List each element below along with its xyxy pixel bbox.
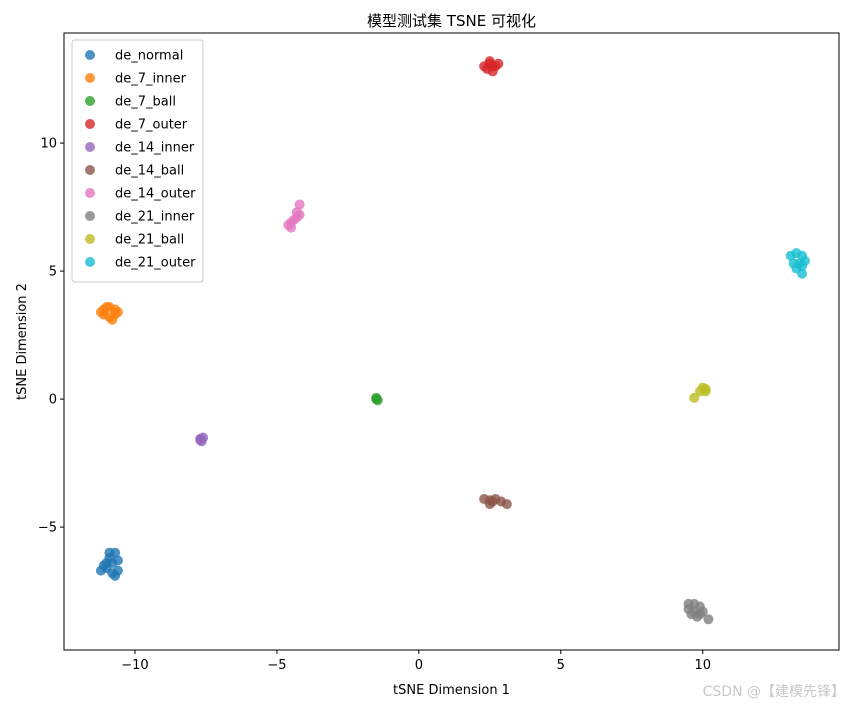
- x-axis-label: tSNE Dimension 1: [393, 683, 510, 698]
- x-tick-label: 10: [694, 658, 711, 673]
- legend-label-de-21-ball: de_21_ball: [115, 233, 184, 248]
- scatter-point-de-21-inner: [689, 606, 700, 617]
- scatter-point-de-14-ball: [487, 496, 498, 507]
- legend-label-de-14-inner: de_14_inner: [115, 141, 195, 156]
- y-tick-label: 10: [40, 137, 57, 152]
- legend-marker-de-7-ball: [85, 96, 95, 106]
- y-axis-ticks: −5 0 5 10: [38, 137, 64, 536]
- legend-marker-de-14-outer: [85, 188, 95, 198]
- scatter-point-de-21-ball: [700, 386, 711, 397]
- scatter-point-de-7-inner: [112, 307, 123, 318]
- scatter-points: [95, 56, 810, 625]
- scatter-point-de-7-inner: [107, 314, 118, 325]
- legend-label-de-21-outer: de_21_outer: [115, 256, 196, 271]
- scatter-point-de-7-outer: [487, 61, 498, 72]
- plot-area: [63, 32, 840, 651]
- legend-marker-de-14-inner: [85, 142, 95, 152]
- x-tick-label: 5: [557, 658, 565, 673]
- legend-marker-de-21-outer: [85, 257, 95, 267]
- x-tick-label: −10: [121, 658, 148, 673]
- y-tick-label: 5: [49, 265, 57, 280]
- legend-label-de-14-outer: de_14_outer: [115, 187, 196, 202]
- legend-label-de-7-ball: de_7_ball: [115, 95, 176, 110]
- x-tick-label: −5: [267, 658, 286, 673]
- scatter-point-de-14-outer: [294, 199, 305, 210]
- scatter-point-de-14-outer: [291, 207, 302, 218]
- chart-title: 模型测试集 TSNE 可视化: [367, 12, 536, 30]
- y-tick-label: 0: [49, 393, 57, 408]
- scatter-point-de-21-ball: [689, 392, 700, 403]
- x-axis-ticks: −10 −5 0 5 10: [121, 650, 711, 673]
- scatter-point-de-normal: [98, 560, 109, 571]
- watermark: CSDN @【建模先锋】: [702, 684, 845, 700]
- legend-box: [71, 39, 204, 283]
- scatter-point-de-normal: [107, 568, 118, 579]
- y-tick-label: −5: [38, 521, 57, 536]
- scatter-point-de-14-outer: [286, 222, 297, 233]
- legend-marker-de-normal: [85, 50, 95, 60]
- scatter-point-de-14-ball: [501, 499, 512, 510]
- legend-marker-de-21-inner: [85, 211, 95, 221]
- x-tick-label: 0: [415, 658, 423, 673]
- legend-label-de-7-inner: de_7_inner: [115, 72, 187, 87]
- legend-marker-de-7-inner: [85, 73, 95, 83]
- scatter-point-de-21-inner: [703, 614, 714, 625]
- scatter-point-de-14-inner: [195, 433, 206, 444]
- legend-label-de-21-inner: de_21_inner: [115, 210, 195, 225]
- scatter-point-de-21-outer: [797, 260, 808, 271]
- legend-marker-de-7-outer: [85, 119, 95, 129]
- scatter-point-de-7-ball: [372, 395, 383, 406]
- scatter-point-de-7-inner: [101, 301, 112, 312]
- legend-marker-de-21-ball: [85, 234, 95, 244]
- y-axis-label: tSNE Dimension 2: [15, 283, 30, 400]
- legend: de_normal de_7_inner de_7_ball de_7_outerde…: [71, 39, 204, 283]
- legend-label-de-7-outer: de_7_outer: [115, 118, 188, 133]
- legend-label-de-14-ball: de_14_ball: [115, 164, 184, 179]
- legend-marker-de-14-ball: [85, 165, 95, 175]
- legend-label-de-normal: de_normal: [115, 49, 183, 64]
